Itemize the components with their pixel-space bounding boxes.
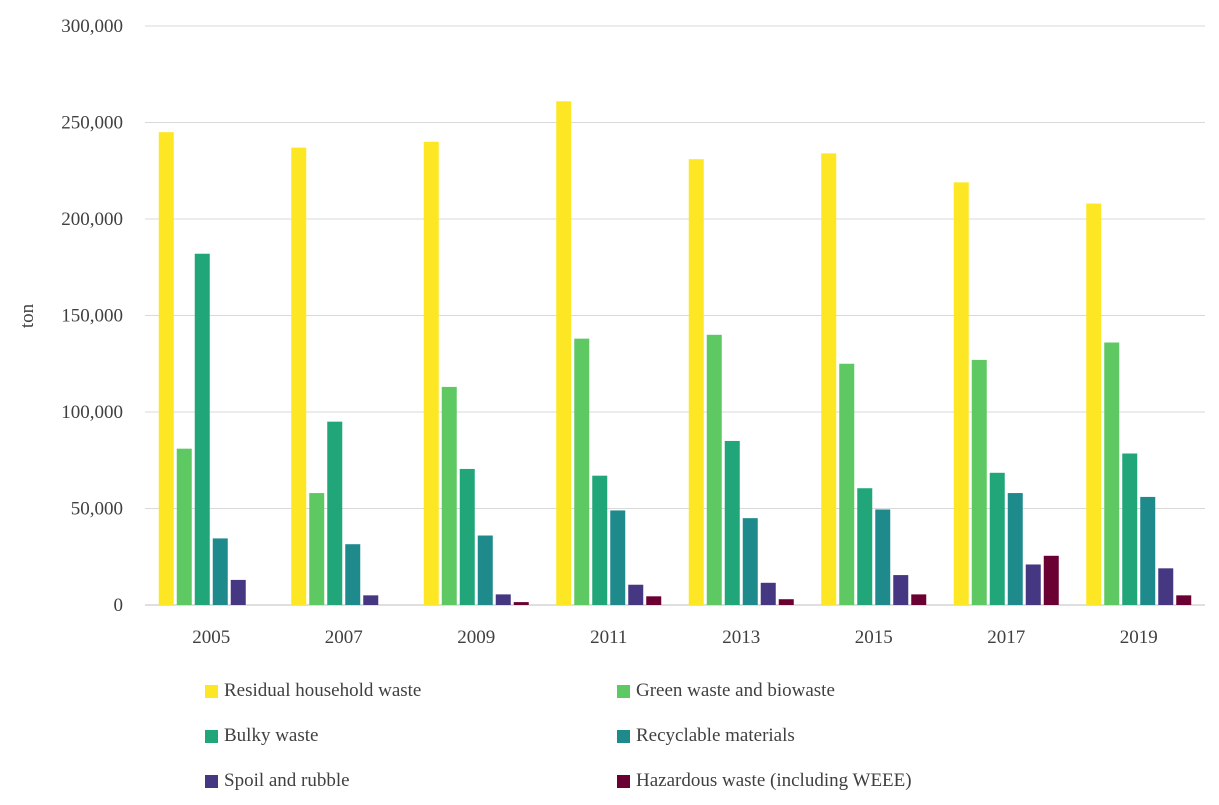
x-tick-label: 2009 [457, 627, 495, 648]
x-tick-label: 2005 [192, 627, 230, 648]
legend-item: Bulky waste [205, 725, 318, 747]
bar [477, 535, 493, 605]
bar [423, 141, 439, 606]
legend-swatch [617, 729, 630, 743]
legend-swatch [205, 684, 218, 698]
legend-label: Residual household waste [224, 680, 422, 701]
bar [893, 575, 909, 605]
legend-item: Residual household waste [205, 680, 421, 702]
bar [309, 493, 325, 605]
y-tick-label: 100,000 [61, 402, 123, 423]
bar [1140, 496, 1156, 605]
bar [857, 488, 873, 605]
x-tick-label: 2015 [855, 627, 893, 648]
bar [459, 468, 475, 605]
bar [821, 153, 837, 605]
bar [1176, 595, 1192, 605]
legend-swatch [617, 684, 630, 698]
bar [513, 602, 529, 605]
x-tick-label: 2013 [722, 627, 760, 648]
y-tick-label: 250,000 [61, 113, 123, 134]
bar [345, 544, 361, 605]
y-tick-label: 50,000 [71, 499, 123, 520]
legend-item: Spoil and rubble [205, 770, 350, 792]
legend-item: Hazardous waste (including WEEE) [617, 770, 912, 792]
bar [760, 582, 776, 605]
bar [574, 338, 590, 605]
bar [778, 599, 794, 605]
bar [363, 595, 379, 605]
legend-swatch [205, 774, 218, 788]
bar [706, 334, 722, 605]
bar [839, 363, 855, 605]
bar [291, 147, 307, 605]
legend-item: Recyclable materials [617, 725, 795, 747]
bar [441, 386, 457, 605]
legend-label: Hazardous waste (including WEEE) [636, 770, 912, 791]
bar [646, 596, 662, 605]
x-axis-ticks: 2005 2007 2009 2011 2013 2015 2017 2019 [192, 627, 1158, 648]
bar [1158, 568, 1174, 605]
bar [971, 359, 987, 605]
bar [592, 475, 608, 605]
x-tick-label: 2017 [987, 627, 1025, 648]
bar [556, 101, 572, 606]
x-tick-label: 2011 [590, 627, 627, 648]
bar [230, 579, 246, 605]
bar [194, 253, 210, 606]
bar [176, 448, 192, 605]
legend-swatch [205, 729, 218, 743]
bar [327, 421, 343, 605]
bar [911, 594, 927, 605]
bar [953, 182, 969, 605]
bar [1104, 342, 1120, 605]
y-tick-label: 0 [114, 595, 124, 616]
bar [495, 594, 511, 605]
legend-swatch [617, 774, 630, 788]
bar [212, 538, 228, 605]
bar [158, 132, 174, 605]
y-tick-label: 300,000 [61, 16, 123, 37]
bar [1025, 564, 1041, 605]
y-tick-label: 150,000 [61, 306, 123, 327]
legend-label: Green waste and biowaste [636, 680, 835, 701]
bars [158, 101, 1192, 606]
bar [1043, 555, 1059, 605]
x-tick-label: 2007 [325, 627, 363, 648]
legend-label: Spoil and rubble [224, 770, 350, 791]
bar [610, 510, 626, 605]
bar [724, 440, 740, 605]
bar [875, 509, 891, 605]
bar [628, 584, 644, 605]
bar [1007, 493, 1023, 605]
y-axis-title: ton [17, 303, 38, 328]
bar [1086, 203, 1102, 605]
legend-label: Bulky waste [224, 725, 319, 746]
bar [688, 159, 704, 606]
bar [742, 518, 758, 605]
bar [1122, 453, 1138, 605]
x-tick-label: 2019 [1120, 627, 1158, 648]
y-tick-label: 200,000 [61, 209, 123, 230]
y-axis-ticks: 0 50,000 100,000 150,000 200,000 250,000 300,0… [61, 16, 123, 616]
legend-label: Recyclable materials [636, 725, 795, 746]
legend-item: Green waste and biowaste [617, 680, 835, 702]
bar [989, 472, 1005, 605]
